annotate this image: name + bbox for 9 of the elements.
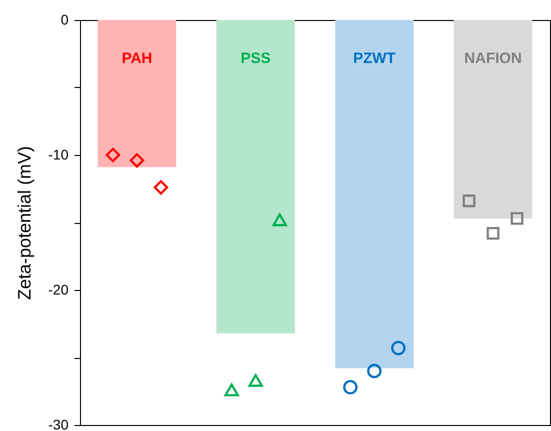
y-tick-label: -20 (48, 282, 69, 298)
x-tick-label: PAH (122, 50, 152, 67)
x-tick-label: NAFION (464, 50, 522, 67)
y-tick-label: 0 (60, 12, 69, 28)
y-tick-label: -10 (48, 146, 69, 162)
y-axis-title: Zeta-potential (mV) (14, 146, 34, 300)
x-tick-label: PSS (240, 50, 271, 67)
x-tick-label: PZWT (353, 50, 396, 67)
y-tick-label: -30 (48, 416, 69, 431)
